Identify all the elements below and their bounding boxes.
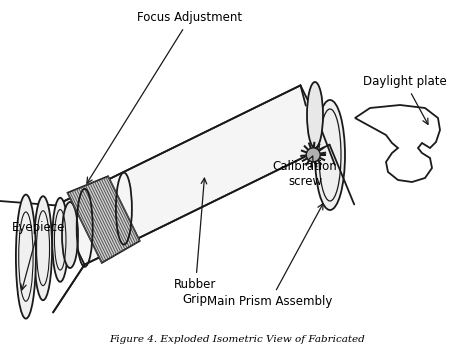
Text: Calibration
screw: Calibration screw bbox=[273, 156, 337, 188]
Text: Focus Adjustment: Focus Adjustment bbox=[87, 12, 243, 183]
Ellipse shape bbox=[62, 202, 78, 268]
Ellipse shape bbox=[307, 82, 323, 148]
Text: Main Prism Assembly: Main Prism Assembly bbox=[207, 204, 333, 308]
Text: Figure 4. Exploded Isometric View of Fabricated: Figure 4. Exploded Isometric View of Fab… bbox=[109, 335, 365, 344]
Text: Rubber
Grip: Rubber Grip bbox=[174, 178, 216, 306]
Ellipse shape bbox=[306, 148, 320, 162]
Ellipse shape bbox=[315, 100, 345, 210]
Ellipse shape bbox=[16, 195, 36, 319]
Polygon shape bbox=[55, 86, 329, 265]
Polygon shape bbox=[68, 176, 140, 263]
Polygon shape bbox=[355, 105, 440, 182]
Ellipse shape bbox=[52, 198, 68, 282]
Text: Eyepiece: Eyepiece bbox=[12, 222, 65, 290]
Text: Daylight plate: Daylight plate bbox=[363, 75, 447, 124]
Ellipse shape bbox=[34, 196, 52, 300]
